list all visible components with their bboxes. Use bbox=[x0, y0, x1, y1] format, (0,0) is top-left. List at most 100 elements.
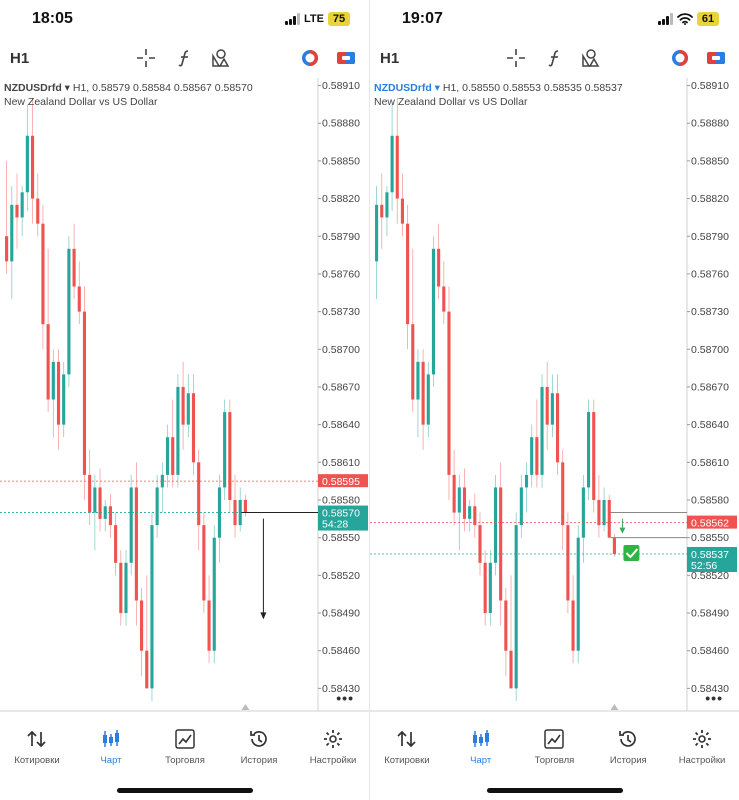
one-click-trading-icon[interactable] bbox=[670, 48, 690, 68]
price-chart[interactable]: 0.58910 0.58880 0.58850 0.58820 0.58790 0.587… bbox=[0, 78, 370, 713]
candle-body bbox=[129, 487, 133, 563]
candle bbox=[36, 173, 40, 237]
current-bar-marker-icon bbox=[610, 704, 619, 710]
candle-body bbox=[212, 537, 216, 651]
trade-panel-icon[interactable] bbox=[336, 48, 356, 68]
crosshair-icon[interactable] bbox=[506, 48, 526, 68]
nav-item-chart[interactable]: Чарт bbox=[444, 728, 518, 778]
more-icon[interactable]: ••• bbox=[336, 690, 354, 706]
candle bbox=[509, 575, 513, 689]
nav-item-settings[interactable]: Настройки bbox=[296, 728, 370, 778]
candle bbox=[217, 474, 222, 563]
candle-body bbox=[442, 286, 446, 312]
indicators-icon[interactable] bbox=[174, 48, 194, 68]
symbol-description: New Zealand Dollar vs US Dollar bbox=[4, 96, 158, 108]
candle bbox=[145, 575, 149, 689]
nav-item-settings[interactable]: Настройки bbox=[665, 728, 739, 778]
price-chart[interactable]: 0.58910 0.58880 0.58850 0.58820 0.58790 0.587… bbox=[370, 78, 739, 713]
candle-body bbox=[499, 487, 503, 601]
bid-price-label: 0.58570 bbox=[322, 508, 360, 520]
symbol-name[interactable]: NZDUSDrfd bbox=[4, 82, 62, 94]
candle-body bbox=[41, 223, 45, 325]
objects-icon[interactable] bbox=[580, 48, 600, 68]
status-time: 19:07 bbox=[402, 10, 443, 27]
candle bbox=[171, 399, 175, 488]
nav-label: Котировки bbox=[384, 755, 430, 766]
symbol-dropdown-icon[interactable]: ▾ bbox=[64, 82, 70, 94]
candle bbox=[223, 399, 227, 500]
candle-body bbox=[197, 462, 201, 526]
bottom-nav: Котировки Чарт Торговля История Настройк… bbox=[0, 728, 370, 778]
candle bbox=[587, 399, 591, 500]
candle bbox=[56, 349, 61, 450]
candle-body bbox=[223, 412, 227, 488]
price-tick-label: 0.58850 bbox=[691, 155, 729, 167]
home-indicator[interactable] bbox=[117, 788, 253, 793]
candle bbox=[150, 512, 154, 701]
candle-body bbox=[77, 286, 81, 312]
candle bbox=[504, 587, 508, 676]
candle-body bbox=[493, 487, 498, 563]
nav-item-quotes[interactable]: Котировки bbox=[0, 728, 74, 778]
timeframe-button[interactable]: H1 bbox=[10, 50, 30, 67]
objects-icon[interactable] bbox=[210, 48, 230, 68]
price-tick-label: 0.58490 bbox=[691, 608, 729, 620]
bid-price-tag bbox=[318, 505, 368, 531]
symbol-dropdown-icon[interactable]: ▾ bbox=[434, 82, 440, 94]
candle-body bbox=[160, 474, 164, 488]
bid-price-tag bbox=[687, 547, 737, 573]
candle-body bbox=[56, 361, 61, 425]
indicators-icon[interactable] bbox=[544, 48, 564, 68]
candle bbox=[160, 462, 164, 513]
candle-body bbox=[181, 386, 185, 425]
candle-body bbox=[561, 462, 565, 526]
nav-item-chart[interactable]: Чарт bbox=[74, 728, 148, 778]
candle bbox=[108, 493, 112, 538]
nav-item-trade[interactable]: Торговля bbox=[518, 728, 592, 778]
candle-body bbox=[93, 487, 97, 513]
timeframe-button[interactable]: H1 bbox=[380, 50, 400, 67]
nav-item-history[interactable]: История bbox=[591, 728, 665, 778]
candle-body bbox=[421, 361, 425, 425]
candle bbox=[15, 173, 19, 249]
price-tick-label: 0.58550 bbox=[322, 532, 360, 544]
one-click-trading-icon[interactable] bbox=[300, 48, 320, 68]
nav-item-trade[interactable]: Торговля bbox=[148, 728, 222, 778]
nav-label: Торговля bbox=[534, 755, 575, 766]
more-icon[interactable]: ••• bbox=[705, 690, 723, 706]
price-tick-label: 0.58460 bbox=[322, 645, 360, 657]
candle bbox=[607, 494, 611, 538]
candle-body bbox=[145, 650, 149, 689]
chart-header: NZDUSDrfd ▾ H1, 0.58550 0.58553 0.58535 … bbox=[374, 82, 623, 94]
candle-body bbox=[171, 437, 175, 475]
candlestick-chart[interactable]: 0.58910 0.58880 0.58850 0.58820 0.58790 0.587… bbox=[370, 78, 739, 713]
price-tick-label: 0.58550 bbox=[691, 532, 729, 544]
symbol-name[interactable]: NZDUSDrfd bbox=[374, 82, 432, 94]
wifi-icon bbox=[677, 13, 693, 25]
chart-icon bbox=[103, 730, 119, 747]
price-tick-label: 0.58580 bbox=[691, 495, 729, 507]
candle bbox=[119, 550, 123, 626]
home-indicator[interactable] bbox=[486, 788, 623, 793]
nav-item-quotes[interactable]: Котировки bbox=[370, 728, 444, 778]
candlestick-chart[interactable]: 0.58910 0.58880 0.58850 0.58820 0.58790 0.587… bbox=[0, 78, 370, 713]
nav-item-history[interactable]: История bbox=[222, 728, 296, 778]
candle-body bbox=[82, 311, 87, 475]
bottom-nav: Котировки Чарт Торговля История Настройк… bbox=[370, 728, 739, 778]
candle bbox=[602, 487, 606, 532]
candle bbox=[400, 173, 404, 237]
trade-panel-icon[interactable] bbox=[706, 48, 726, 68]
nav-label: Настройки bbox=[309, 755, 357, 766]
candle-body bbox=[400, 198, 404, 224]
price-tick-label: 0.58520 bbox=[691, 570, 729, 582]
candle bbox=[514, 512, 518, 701]
crosshair-icon[interactable] bbox=[136, 48, 156, 68]
candle-body bbox=[114, 525, 118, 563]
candle bbox=[535, 399, 539, 488]
symbol-description: New Zealand Dollar vs US Dollar bbox=[374, 96, 528, 108]
price-tick-label: 0.58760 bbox=[322, 268, 360, 280]
candle-body bbox=[514, 525, 518, 689]
candle bbox=[62, 361, 66, 438]
candle bbox=[524, 462, 529, 513]
candle-body bbox=[191, 393, 196, 463]
